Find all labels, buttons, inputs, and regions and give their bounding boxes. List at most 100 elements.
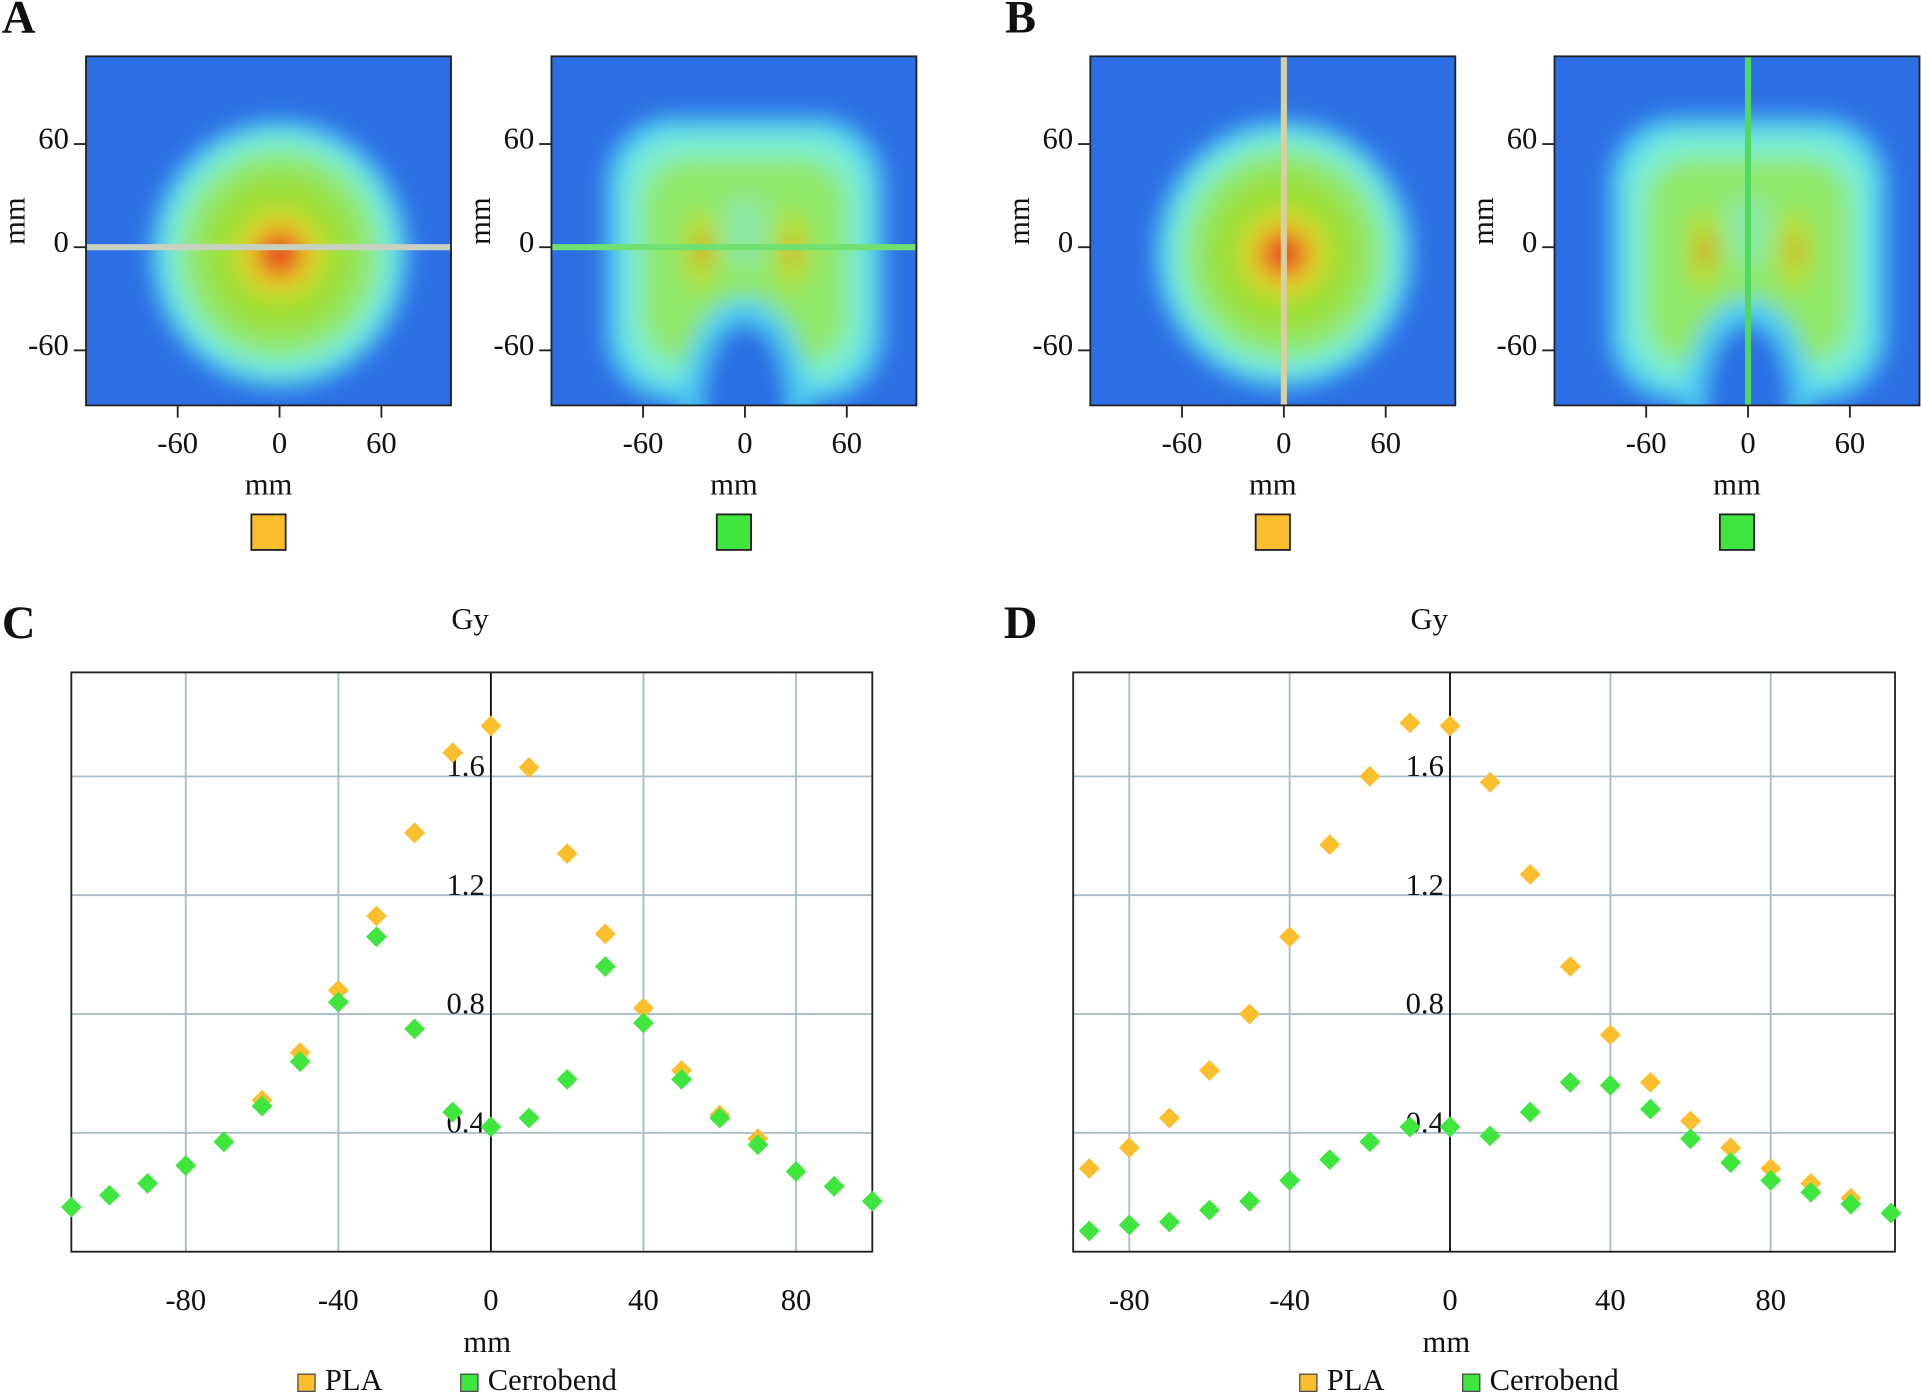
y-tick-label: 0 (519, 225, 534, 259)
x-tick-label: 40 (1595, 1283, 1626, 1317)
x-tick-label: -80 (1109, 1283, 1150, 1317)
x-tick-label: 60 (1835, 426, 1866, 460)
legend-swatch (1299, 1373, 1318, 1392)
data-point (518, 1107, 540, 1129)
legend-label: Cerrobend (1490, 1363, 1619, 1395)
x-tick-label: 60 (1370, 426, 1401, 460)
y-tick-label: 0.8 (1406, 987, 1444, 1021)
data-point (1880, 1202, 1902, 1224)
legend-swatch (297, 1373, 316, 1392)
x-axis-label: mm (1423, 1325, 1471, 1359)
data-point (1118, 1137, 1140, 1159)
legend-swatch (460, 1373, 479, 1392)
data-point (1279, 1169, 1301, 1191)
panel-label: C (2, 598, 36, 649)
y-axis-label: mm (463, 197, 497, 245)
data-point (404, 1018, 426, 1040)
heatmap-image (551, 56, 917, 406)
data-point (1640, 1098, 1661, 1120)
data-point (1720, 1152, 1742, 1173)
heatmap-field (605, 116, 885, 406)
data-point (1680, 1128, 1701, 1150)
y-axis-label: mm (0, 197, 31, 245)
heatmap-field (150, 119, 409, 389)
data-point (442, 1101, 464, 1123)
data-point (633, 997, 654, 1019)
data-point (1519, 863, 1541, 885)
dose-contour (264, 238, 295, 270)
panel-label: A (2, 0, 36, 44)
y-axis-label: Gy (1410, 602, 1448, 636)
y-tick-label: 1.2 (1406, 868, 1444, 902)
x-tick-label: 60 (832, 426, 863, 460)
data-point (1158, 1211, 1180, 1233)
data-point (785, 1161, 807, 1182)
data-point (1720, 1137, 1742, 1159)
x-tick-label: 80 (1755, 1283, 1786, 1317)
data-point (1279, 926, 1301, 948)
x-tick-label: -60 (1626, 426, 1667, 460)
data-point (404, 822, 426, 844)
x-axis-label: mm (710, 467, 758, 501)
legend-label: Cerrobend (488, 1363, 617, 1395)
data-point (1840, 1193, 1862, 1215)
x-tick-label: -80 (165, 1283, 206, 1317)
y-tick-label: -60 (28, 328, 69, 362)
y-tick-label: 1.6 (1406, 749, 1444, 783)
plot-frame (550, 55, 918, 407)
dose-contour (700, 322, 789, 406)
data-point (1479, 771, 1501, 793)
y-tick-label: 60 (504, 122, 535, 156)
data-point (671, 1068, 693, 1090)
x-tick-label: 0 (272, 426, 287, 460)
y-axis-label: mm (1466, 197, 1500, 245)
y-tick-label: -60 (493, 328, 534, 362)
x-axis-label: mm (1713, 467, 1761, 501)
y-tick-label: 0 (1058, 225, 1073, 259)
dose-contour (1700, 235, 1711, 267)
x-tick-label: -60 (1162, 426, 1203, 460)
heatmap-image (86, 56, 452, 406)
x-tick-label: 40 (628, 1283, 659, 1317)
data-point (1519, 1101, 1541, 1123)
x-tick-label: -40 (318, 1283, 359, 1317)
data-point (1399, 1116, 1421, 1138)
x-tick-label: -60 (623, 426, 664, 460)
y-tick-label: 0 (1522, 225, 1537, 259)
y-tick-label: 60 (38, 122, 69, 156)
data-point (861, 1190, 883, 1212)
data-point (1319, 1149, 1341, 1171)
data-point (1680, 1110, 1701, 1132)
x-tick-label: 0 (1276, 426, 1291, 460)
dose-contour (697, 235, 708, 267)
plot-frame (1072, 671, 1896, 1253)
data-point (60, 1196, 82, 1218)
x-tick-label: 0 (737, 426, 752, 460)
x-tick-label: -40 (1269, 1283, 1310, 1317)
y-tick-label: -60 (1497, 328, 1538, 362)
data-point (1239, 1190, 1260, 1212)
y-axis-label: Gy (451, 602, 489, 636)
x-axis-label: mm (1249, 467, 1297, 501)
legend-swatch (1254, 513, 1291, 551)
legend-label: PLA (325, 1363, 383, 1395)
data-point (442, 742, 464, 764)
plot-area (1073, 672, 1895, 1252)
data-point (480, 715, 502, 737)
plot-area (71, 672, 873, 1252)
legend-swatch (1718, 513, 1756, 551)
plot-frame (85, 55, 452, 407)
data-point (1359, 1131, 1381, 1153)
x-tick-label: 60 (366, 426, 397, 460)
y-tick-label: 60 (1507, 122, 1538, 156)
legend-label: PLA (1327, 1363, 1385, 1395)
data-point (1559, 956, 1581, 977)
y-tick-label: 60 (1043, 122, 1074, 156)
data-point (1359, 765, 1381, 787)
panel-label: D (1004, 598, 1038, 649)
x-axis-label: mm (245, 467, 293, 501)
panel-label: B (1005, 0, 1036, 44)
plot-frame (1553, 55, 1921, 407)
